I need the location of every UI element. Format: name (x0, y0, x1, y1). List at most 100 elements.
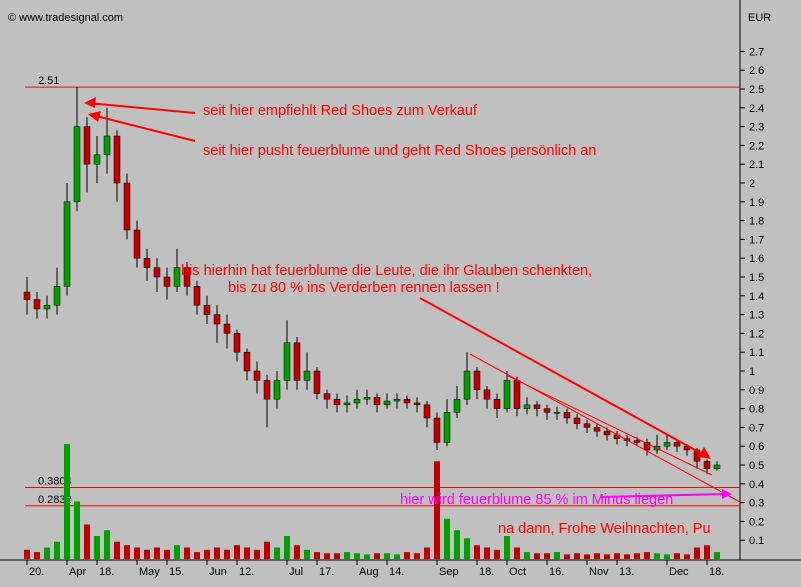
annotation-arrows (84, 97, 741, 503)
candle-body (553, 412, 561, 414)
x-tick-label: 18. (709, 566, 724, 578)
volume-bar (324, 553, 330, 559)
volume-bar (434, 461, 440, 559)
candle-body (663, 442, 671, 447)
volume-bar (44, 547, 50, 559)
candle-body (153, 267, 161, 278)
volume-bar (664, 554, 670, 559)
candle-body (643, 442, 651, 451)
annotation: na dann, Frohe Weihnachten, Pu (498, 521, 711, 537)
candle-body (433, 417, 441, 443)
y-tick-label: 1.2 (749, 328, 764, 340)
volume-bar (294, 545, 300, 559)
y-tick-label: 0.9 (749, 385, 764, 397)
candle-body (73, 126, 81, 203)
volume-bar (464, 538, 470, 559)
y-tick-label: 1.8 (749, 216, 764, 228)
candle-body (293, 342, 301, 381)
y-tick-label: 2.1 (749, 159, 764, 171)
volume-bar (494, 549, 500, 559)
volume-bar (54, 541, 60, 559)
candle-body (473, 370, 481, 391)
y-tick-label: 2 (749, 178, 755, 190)
reference-label: 2.51 (38, 75, 59, 87)
candle-body (193, 286, 201, 306)
volume-bar (414, 553, 420, 559)
reference-label: 0.3804 (38, 475, 72, 487)
volume-bar (344, 552, 350, 559)
candle-body (273, 380, 281, 400)
candle-body (343, 402, 351, 406)
candle-body (223, 323, 231, 334)
candle-body (593, 427, 601, 432)
candle-body (113, 135, 121, 184)
x-tick-label: 18. (479, 566, 494, 578)
candle-body (123, 182, 131, 231)
volume-bar (214, 547, 220, 559)
volume-bar (534, 553, 540, 559)
y-tick-label: 1.3 (749, 310, 764, 322)
y-tick-label: 2.7 (749, 46, 764, 58)
y-tick-label: 0.8 (749, 404, 764, 416)
candle-body (183, 267, 191, 287)
candle-body (483, 389, 491, 400)
y-tick-label: 1.9 (749, 197, 764, 209)
candle-body (563, 412, 571, 419)
y-tick-label: 1.5 (749, 272, 764, 284)
y-tick-label: 1 (749, 366, 755, 378)
volume-bar (174, 545, 180, 559)
volume-bar (554, 552, 560, 559)
volume-bar (284, 536, 290, 559)
y-tick-label: 2.6 (749, 65, 764, 77)
y-tick-label: 0.5 (749, 460, 764, 472)
volume-bar (544, 553, 550, 559)
volume-bar (514, 547, 520, 559)
volume-bar (234, 545, 240, 559)
annotation: seit hier empfiehlt Red Shoes zum Verkau… (203, 103, 478, 119)
volume-bar (564, 554, 570, 559)
y-tick-label: 2.3 (749, 122, 764, 134)
volume-bar (64, 444, 70, 559)
candle-body (203, 304, 211, 315)
y-tick-label: 0.7 (749, 422, 764, 434)
candle-body (403, 398, 411, 404)
candle-body (333, 398, 341, 406)
y-tick-label: 0.4 (749, 479, 764, 491)
candle-body (543, 408, 551, 413)
volume-bar (254, 549, 260, 559)
candle-body (443, 412, 451, 443)
x-tick-label: Sep (439, 566, 459, 578)
x-tick-label: Dec (669, 566, 689, 578)
candle-body (373, 397, 381, 406)
x-tick-label: 12. (239, 566, 254, 578)
candle-body (93, 154, 101, 165)
volume-bar (144, 549, 150, 559)
candle-body (413, 402, 421, 406)
x-tick-label: 20. (29, 566, 44, 578)
volume-bar (74, 501, 80, 559)
x-tick-label: 18. (99, 566, 114, 578)
volume-bar (694, 547, 700, 559)
x-tick-label: Apr (69, 566, 86, 578)
volume-bar (164, 549, 170, 559)
candle-body (673, 442, 681, 447)
volume-bar (104, 530, 110, 559)
volume-bar (264, 541, 270, 559)
annotation: hier wird feuerblume 85 % im Minus liege… (400, 492, 673, 508)
volume-bar (484, 547, 490, 559)
annotation: seit hier pusht feuerblume und geht Red … (203, 143, 596, 159)
volume-bar (354, 553, 360, 559)
volume-bar (384, 553, 390, 559)
candle-body (83, 126, 91, 165)
volume-bar (84, 524, 90, 559)
volume-bar (444, 518, 450, 559)
y-tick-label: 2.2 (749, 140, 764, 152)
volume-bar (184, 547, 190, 559)
candle-body (533, 404, 541, 409)
y-tick-label: 0.1 (749, 535, 764, 547)
volume-bar (404, 552, 410, 559)
candle-body (263, 380, 271, 400)
candle-body (423, 404, 431, 419)
